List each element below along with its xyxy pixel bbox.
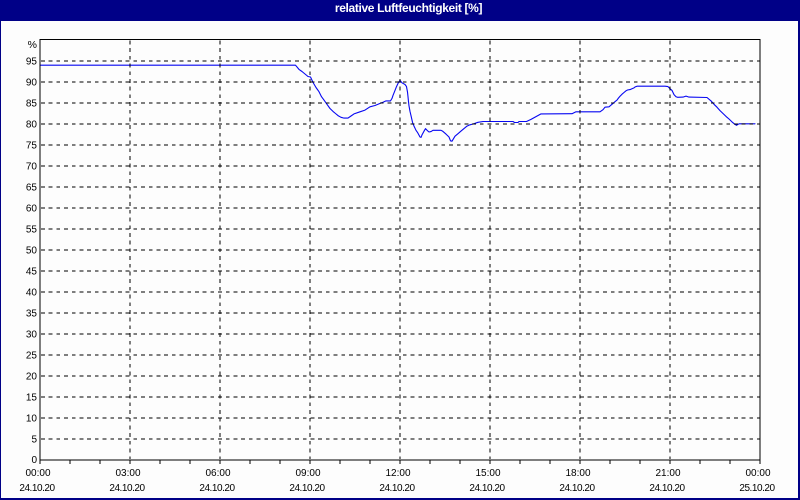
svg-text:45: 45 xyxy=(26,267,38,278)
svg-text:65: 65 xyxy=(26,183,38,194)
svg-text:20: 20 xyxy=(26,372,38,383)
svg-text:24.10.20: 24.10.20 xyxy=(649,483,685,494)
svg-text:30: 30 xyxy=(26,330,38,341)
svg-text:18:00: 18:00 xyxy=(565,468,590,479)
svg-text:60: 60 xyxy=(26,204,38,215)
svg-text:24.10.20: 24.10.20 xyxy=(379,483,415,494)
svg-text:5: 5 xyxy=(31,435,37,446)
svg-text:24.10.20: 24.10.20 xyxy=(199,483,235,494)
svg-text:00:00: 00:00 xyxy=(745,468,770,479)
svg-text:70: 70 xyxy=(26,162,38,173)
svg-text:24.10.20: 24.10.20 xyxy=(19,483,55,494)
svg-text:25.10.20: 25.10.20 xyxy=(739,483,775,494)
svg-text:%: % xyxy=(28,39,37,51)
svg-text:06:00: 06:00 xyxy=(205,468,230,479)
svg-text:25: 25 xyxy=(26,351,38,362)
svg-text:24.10.20: 24.10.20 xyxy=(469,483,505,494)
svg-text:50: 50 xyxy=(26,246,38,257)
svg-text:24.10.20: 24.10.20 xyxy=(289,483,325,494)
svg-text:80: 80 xyxy=(26,120,38,131)
svg-text:24.10.20: 24.10.20 xyxy=(559,483,595,494)
svg-text:15: 15 xyxy=(26,393,38,404)
svg-text:12:00: 12:00 xyxy=(385,468,410,479)
svg-text:relative Luftfeuchtigkeit [%]: relative Luftfeuchtigkeit [%] xyxy=(335,1,483,15)
svg-text:15:00: 15:00 xyxy=(475,468,500,479)
svg-text:0: 0 xyxy=(31,455,37,466)
svg-text:35: 35 xyxy=(26,309,38,320)
svg-text:85: 85 xyxy=(26,99,38,110)
svg-text:90: 90 xyxy=(26,78,38,89)
svg-text:24.10.20: 24.10.20 xyxy=(109,483,145,494)
svg-text:00:00: 00:00 xyxy=(25,468,50,479)
svg-text:55: 55 xyxy=(26,225,38,236)
svg-text:09:00: 09:00 xyxy=(295,468,320,479)
svg-text:10: 10 xyxy=(26,414,38,425)
svg-text:03:00: 03:00 xyxy=(115,468,140,479)
svg-text:75: 75 xyxy=(26,141,38,152)
svg-text:95: 95 xyxy=(26,57,38,68)
svg-text:21:00: 21:00 xyxy=(655,468,680,479)
svg-text:40: 40 xyxy=(26,288,38,299)
